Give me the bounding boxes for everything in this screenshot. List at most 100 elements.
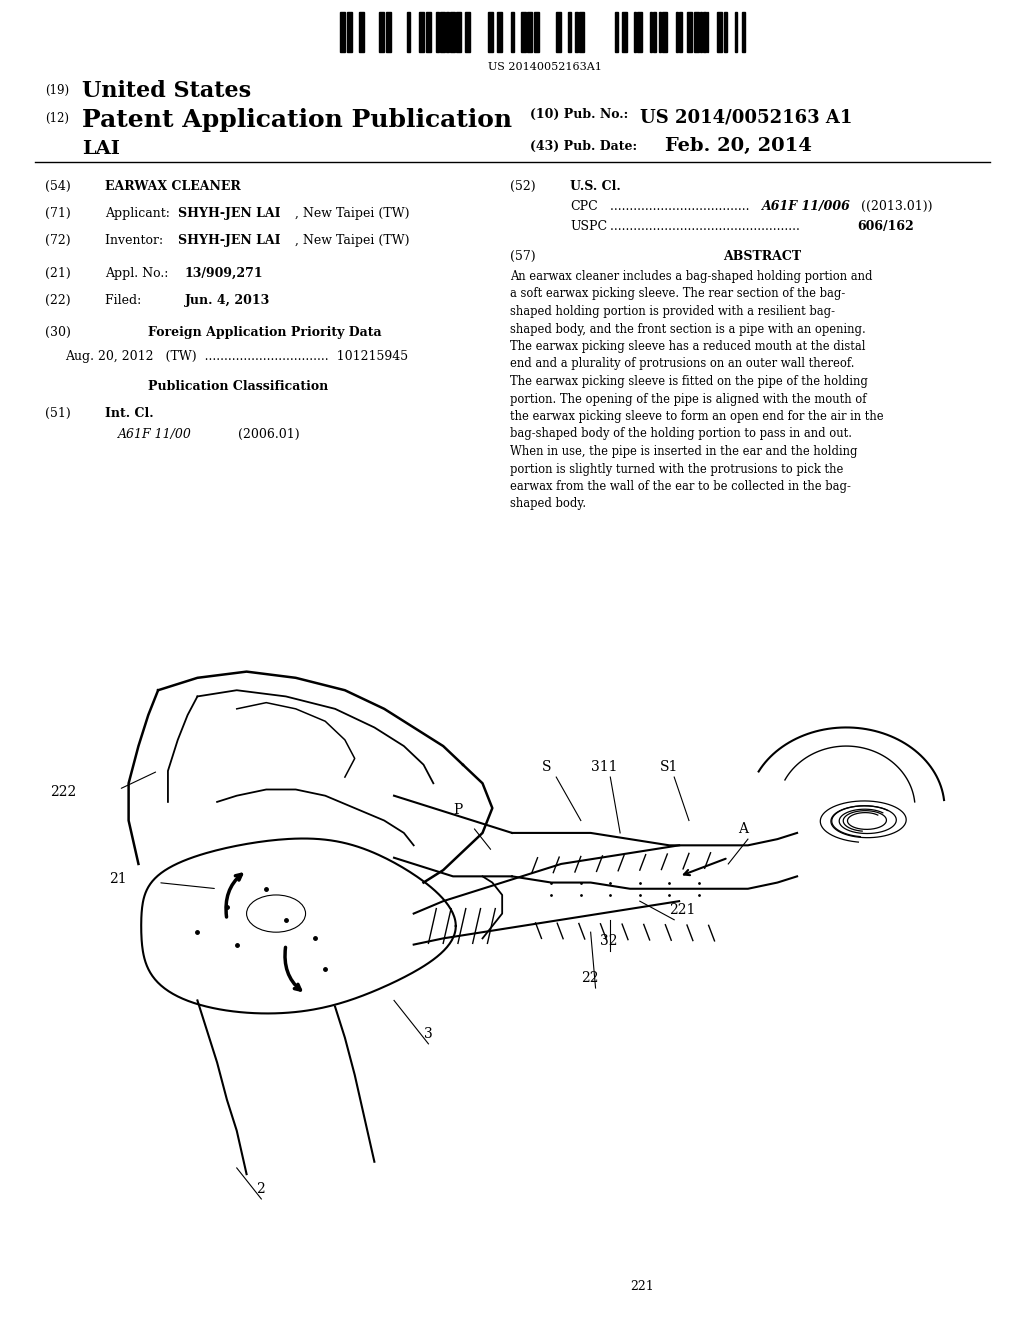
- Text: Applicant:: Applicant:: [105, 207, 174, 220]
- Text: a soft earwax picking sleeve. The rear section of the bag-: a soft earwax picking sleeve. The rear s…: [510, 288, 845, 301]
- Text: A: A: [738, 822, 749, 836]
- Text: shaped body.: shaped body.: [510, 498, 586, 511]
- Text: (21): (21): [45, 267, 71, 280]
- Text: A61F 11/006: A61F 11/006: [762, 201, 851, 213]
- Text: Filed:: Filed:: [105, 294, 181, 308]
- Bar: [700, 12, 701, 51]
- Text: bag-shaped body of the holding portion to pass in and out.: bag-shaped body of the holding portion t…: [510, 428, 852, 441]
- Text: (10) Pub. No.:: (10) Pub. No.:: [530, 108, 629, 121]
- Bar: [574, 12, 578, 51]
- Bar: [419, 12, 424, 51]
- Text: SHYH-JEN LAI: SHYH-JEN LAI: [178, 234, 281, 247]
- Text: 221: 221: [630, 1280, 653, 1294]
- Bar: [635, 12, 636, 51]
- Text: (22): (22): [45, 294, 71, 308]
- Text: The earwax picking sleeve is fitted on the pipe of the holding: The earwax picking sleeve is fitted on t…: [510, 375, 868, 388]
- Text: EARWAX CLEANER: EARWAX CLEANER: [105, 180, 241, 193]
- Text: the earwax picking sleeve to form an open end for the air in the: the earwax picking sleeve to form an ope…: [510, 411, 884, 422]
- Text: 311: 311: [591, 760, 617, 774]
- Bar: [556, 12, 561, 51]
- Text: (43) Pub. Date:: (43) Pub. Date:: [530, 140, 637, 153]
- Text: Int. Cl.: Int. Cl.: [105, 407, 154, 420]
- Text: US 20140052163A1: US 20140052163A1: [488, 62, 602, 73]
- Bar: [446, 12, 449, 51]
- Text: shaped holding portion is provided with a resilient bag-: shaped holding portion is provided with …: [510, 305, 835, 318]
- Bar: [535, 12, 540, 51]
- Text: Publication Classification: Publication Classification: [148, 380, 329, 393]
- Text: A61F 11/00: A61F 11/00: [118, 428, 191, 441]
- Bar: [663, 12, 668, 51]
- Bar: [436, 12, 439, 51]
- Text: ....................................: ....................................: [606, 201, 750, 213]
- Bar: [724, 12, 727, 51]
- Text: (12): (12): [45, 112, 69, 125]
- Bar: [741, 12, 744, 51]
- Text: , New Taipei (TW): , New Taipei (TW): [295, 207, 410, 220]
- Bar: [487, 12, 493, 51]
- Text: 221: 221: [670, 903, 695, 916]
- Text: Aug. 20, 2012   (TW)  ................................  101215945: Aug. 20, 2012 (TW) .....................…: [65, 350, 409, 363]
- Text: S1: S1: [659, 760, 678, 774]
- Text: LAI: LAI: [82, 140, 120, 158]
- Bar: [457, 12, 462, 51]
- Text: shaped body, and the front section is a pipe with an opening.: shaped body, and the front section is a …: [510, 322, 865, 335]
- Text: , New Taipei (TW): , New Taipei (TW): [295, 234, 410, 247]
- Text: ((2013.01)): ((2013.01)): [857, 201, 933, 213]
- Text: 606/162: 606/162: [857, 220, 913, 234]
- Text: (52): (52): [510, 180, 536, 193]
- Text: (54): (54): [45, 180, 71, 193]
- Bar: [340, 12, 345, 51]
- Text: (19): (19): [45, 84, 70, 96]
- Bar: [580, 12, 584, 51]
- Text: Feb. 20, 2014: Feb. 20, 2014: [665, 137, 812, 154]
- Text: (71): (71): [45, 207, 71, 220]
- Bar: [694, 12, 699, 51]
- Text: Foreign Application Priority Data: Foreign Application Priority Data: [148, 326, 382, 339]
- Text: Inventor:: Inventor:: [105, 234, 175, 247]
- Text: Appl. No.:: Appl. No.:: [105, 267, 176, 280]
- Text: 3: 3: [424, 1027, 432, 1040]
- Text: When in use, the pipe is inserted in the ear and the holding: When in use, the pipe is inserted in the…: [510, 445, 857, 458]
- Text: 222: 222: [50, 784, 76, 799]
- Text: Patent Application Publication: Patent Application Publication: [82, 108, 512, 132]
- Text: .................................................: ........................................…: [606, 220, 800, 234]
- Bar: [465, 12, 470, 51]
- Bar: [659, 12, 660, 51]
- Text: 2: 2: [256, 1181, 265, 1196]
- Bar: [521, 12, 526, 51]
- Bar: [527, 12, 532, 51]
- Text: 32: 32: [600, 933, 617, 948]
- Bar: [676, 12, 678, 51]
- Bar: [511, 12, 514, 51]
- Text: U.S. Cl.: U.S. Cl.: [570, 180, 621, 193]
- Text: (57): (57): [510, 249, 536, 263]
- Bar: [426, 12, 431, 51]
- Text: (2006.01): (2006.01): [238, 428, 300, 441]
- Text: ABSTRACT: ABSTRACT: [723, 249, 801, 263]
- Bar: [637, 12, 642, 51]
- Bar: [380, 12, 384, 51]
- Text: USPC: USPC: [570, 220, 607, 234]
- Bar: [735, 12, 737, 51]
- Text: The earwax picking sleeve has a reduced mouth at the distal: The earwax picking sleeve has a reduced …: [510, 341, 865, 352]
- Bar: [359, 12, 365, 51]
- Text: (51): (51): [45, 407, 71, 420]
- Bar: [622, 12, 627, 51]
- Bar: [497, 12, 502, 51]
- Bar: [439, 12, 444, 51]
- Text: 21: 21: [109, 871, 127, 886]
- Text: US 2014/0052163 A1: US 2014/0052163 A1: [640, 108, 852, 125]
- Text: end and a plurality of protrusions on an outer wall thereof.: end and a plurality of protrusions on an…: [510, 358, 854, 371]
- Text: SHYH-JEN LAI: SHYH-JEN LAI: [178, 207, 281, 220]
- Text: Jun. 4, 2013: Jun. 4, 2013: [185, 294, 270, 308]
- Bar: [650, 12, 651, 51]
- Text: earwax from the wall of the ear to be collected in the bag-: earwax from the wall of the ear to be co…: [510, 480, 851, 492]
- Bar: [568, 12, 571, 51]
- Text: (72): (72): [45, 234, 71, 247]
- Text: (30): (30): [45, 326, 71, 339]
- Bar: [408, 12, 411, 51]
- Bar: [653, 12, 655, 51]
- Text: 13/909,271: 13/909,271: [185, 267, 263, 280]
- Text: P: P: [453, 804, 462, 817]
- Bar: [717, 12, 722, 51]
